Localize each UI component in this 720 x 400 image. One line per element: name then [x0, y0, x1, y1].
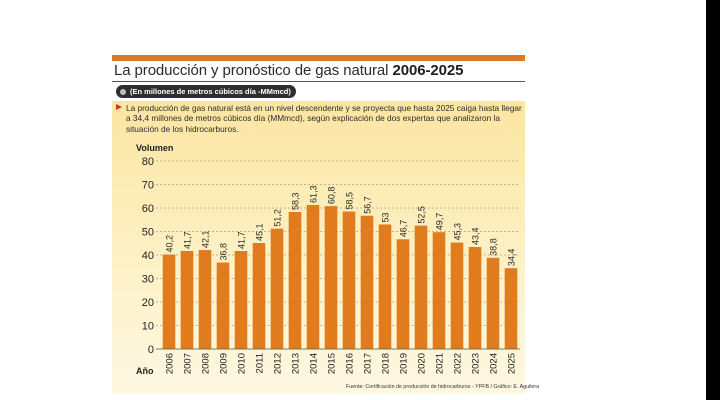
bar: [378, 224, 392, 349]
badge-dot-icon: [120, 88, 126, 95]
value-label: 61,3: [309, 185, 319, 203]
value-label: 53: [381, 212, 391, 222]
bar: [342, 211, 356, 349]
value-label: 45,1: [255, 223, 265, 241]
x-tick-label: 2018: [381, 353, 392, 374]
value-label: 52,5: [417, 206, 427, 224]
bar: [504, 268, 518, 349]
value-label: 58,3: [291, 192, 301, 210]
x-tick-label: 2019: [399, 353, 410, 374]
value-label: 36,8: [219, 243, 229, 261]
bar: [432, 232, 446, 349]
title-underline: [112, 81, 525, 82]
title-text: La producción y pronóstico de gas natura…: [114, 62, 393, 79]
bar: [180, 251, 194, 349]
y-tick-label: 30: [142, 274, 154, 286]
y-tick-label: 10: [142, 321, 154, 333]
x-tick-label: 2023: [471, 353, 482, 374]
x-axis-title: Año: [136, 366, 154, 376]
bar: [396, 239, 410, 349]
y-tick-label: 60: [142, 203, 154, 215]
bar: [306, 204, 320, 349]
x-tick-label: 2010: [237, 353, 248, 374]
x-tick-label: 2006: [165, 353, 176, 374]
x-tick-label: 2013: [291, 353, 302, 374]
bar: [414, 225, 428, 349]
right-edge-bar: [706, 0, 720, 400]
x-tick-label: 2009: [219, 353, 230, 374]
unit-badge: (En millones de metros cúbicos día -MMmc…: [116, 85, 296, 98]
bar: [234, 251, 248, 349]
x-tick-label: 2012: [273, 353, 284, 374]
value-label: 51,2: [273, 209, 283, 227]
value-label: 41,7: [237, 231, 247, 249]
bar: [450, 242, 464, 349]
bar: [270, 228, 284, 349]
y-tick-label: 40: [142, 250, 154, 262]
value-label: 40,2: [165, 235, 175, 253]
chart-title: La producción y pronóstico de gas natura…: [114, 62, 525, 82]
bar: [288, 211, 302, 349]
x-tick-label: 2015: [327, 353, 338, 374]
x-tick-label: 2016: [345, 353, 356, 374]
bar: [324, 206, 338, 349]
value-label: 49,7: [435, 213, 445, 231]
value-label: 38,8: [489, 238, 499, 256]
y-tick-label: 20: [142, 297, 154, 309]
bar: [162, 254, 176, 349]
x-tick-label: 2025: [507, 353, 518, 374]
value-label: 58,5: [345, 192, 355, 210]
value-label: 45,3: [453, 223, 463, 241]
x-tick-label: 2020: [417, 353, 428, 374]
value-label: 56,7: [363, 196, 373, 214]
value-label: 41,7: [183, 231, 193, 249]
x-tick-label: 2011: [255, 353, 266, 373]
bar: [468, 247, 482, 349]
value-label: 42,1: [201, 231, 211, 249]
top-accent-rule: [112, 55, 525, 61]
y-tick-label: 50: [142, 227, 154, 239]
x-tick-label: 2008: [201, 353, 212, 374]
description-text: La producción de gas natural está en un …: [126, 103, 522, 134]
value-label: 46,7: [399, 220, 409, 238]
value-label: 43,4: [471, 227, 481, 245]
y-tick-label: 0: [148, 344, 154, 356]
bar: [216, 262, 230, 349]
x-tick-label: 2017: [363, 353, 374, 374]
bar: [198, 250, 212, 349]
bullet-triangle-icon: [116, 104, 122, 110]
value-label: 34,4: [507, 249, 517, 267]
x-tick-label: 2021: [435, 353, 446, 374]
bar: [360, 215, 374, 349]
y-axis-title: Volumen: [136, 143, 174, 153]
bar: [486, 257, 500, 349]
source-note: Fuente: Certificación de producción de h…: [346, 384, 540, 390]
x-tick-label: 2024: [489, 353, 500, 374]
unit-note: (En millones de metros cúbicos día -MMmc…: [130, 87, 291, 96]
x-tick-label: 2022: [453, 353, 464, 374]
y-tick-label: 80: [142, 156, 154, 168]
title-years: 2006-2025: [392, 62, 464, 79]
bar: [252, 243, 266, 349]
x-tick-label: 2014: [309, 353, 320, 374]
y-tick-label: 70: [142, 180, 154, 192]
x-tick-label: 2007: [183, 353, 194, 374]
value-label: 60,8: [327, 187, 337, 205]
